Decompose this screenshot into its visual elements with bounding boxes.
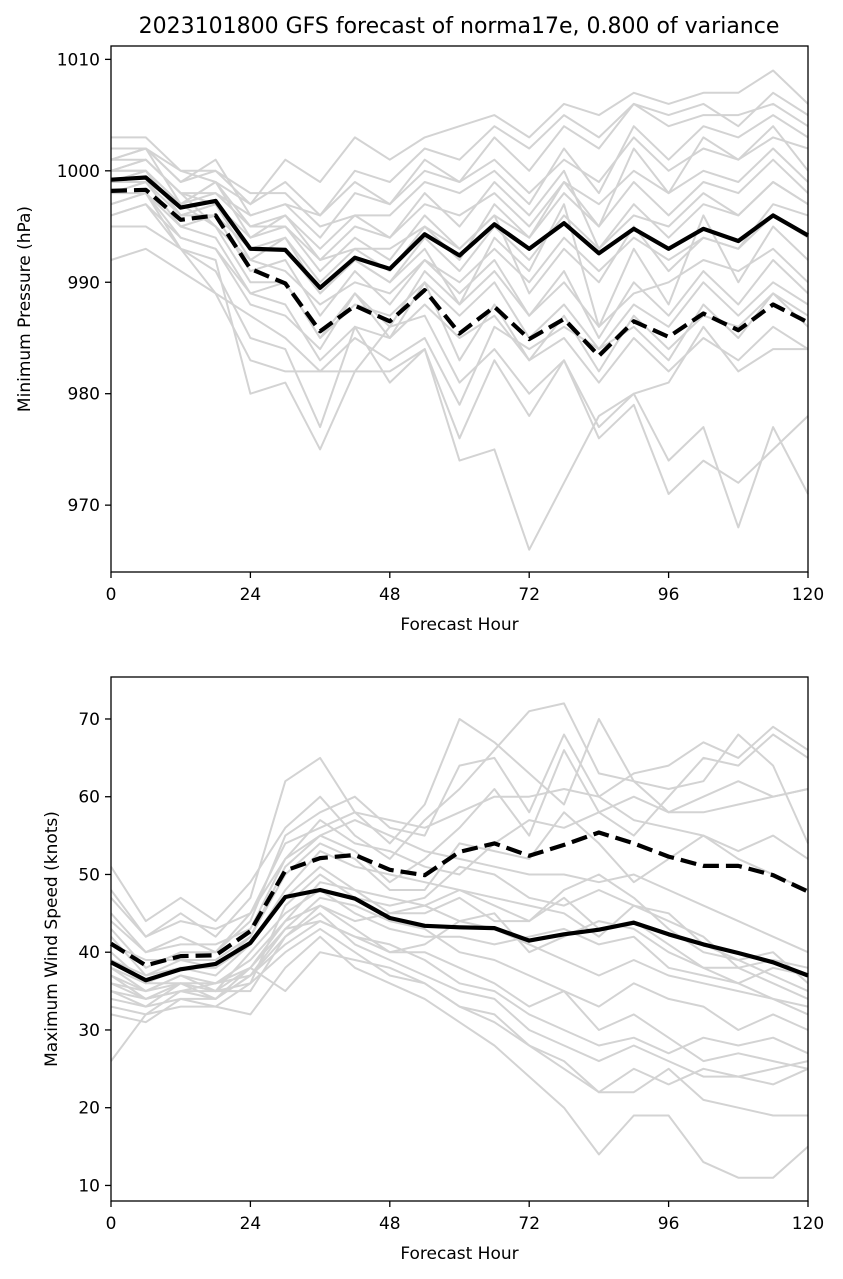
pressure-solid-line — [110, 175, 810, 290]
pressure-ensemble-line-6 — [110, 181, 809, 373]
wind-y-tick-label: 40 — [78, 943, 100, 963]
pressure-ensemble-line-13 — [111, 114, 809, 228]
wind-ensemble-line-17 — [110, 819, 809, 961]
pressure-ensemble-members — [110, 69, 809, 551]
pressure-y-tick-label: 1010 — [57, 50, 100, 70]
pressure-ensemble-line-8 — [111, 225, 809, 406]
wind-main-series — [109, 830, 809, 983]
wind-y-tick-label: 50 — [78, 865, 100, 885]
pressure-dashed-line — [110, 187, 809, 358]
pressure-x-tick-label: 24 — [240, 585, 262, 605]
pressure-ensemble-line-5 — [110, 169, 809, 351]
wind-ensemble-members — [110, 702, 809, 1179]
pressure-x-tick-label: 96 — [658, 585, 680, 605]
pressure-ensemble-line-1 — [111, 69, 809, 206]
chart-title: 2023101800 GFS forecast of norma17e, 0.8… — [139, 14, 780, 39]
pressure-ensemble-line-18 — [110, 102, 809, 217]
wind-x-axis-label: Forecast Hour — [400, 1244, 518, 1264]
wind-ensemble-line-18 — [110, 788, 809, 954]
pressure-x-tick-label: 0 — [106, 585, 117, 605]
pressure-main-series — [110, 175, 810, 358]
wind-x-tick-label: 48 — [379, 1214, 401, 1234]
pressure-ensemble-line-7 — [110, 192, 808, 440]
pressure-ensemble-line-22 — [110, 203, 809, 339]
pressure-x-tick-label: 120 — [792, 585, 824, 605]
wind-y-tick-label: 70 — [78, 710, 100, 730]
pressure-y-tick-label: 980 — [68, 385, 100, 405]
pressure-axes: 0 24 48 72 96 120 970 980 990 1000 1010 — [57, 50, 824, 605]
wind-x-tick-label: 0 — [106, 1214, 117, 1234]
pressure-ensemble-line-10 — [110, 247, 809, 495]
wind-x-tick-label: 96 — [658, 1214, 680, 1234]
wind-ensemble-line-21 — [110, 873, 809, 1000]
wind-y-tick-label: 60 — [78, 788, 100, 808]
wind-ensemble-line-22 — [110, 912, 809, 993]
wind-ensemble-line-3 — [110, 725, 809, 954]
pressure-x-tick-label: 72 — [518, 585, 540, 605]
wind-y-tick-label: 20 — [78, 1099, 100, 1119]
pressure-y-axis-label: Minimum Pressure (hPa) — [15, 206, 35, 412]
wind-ensemble-line-11 — [110, 935, 809, 1179]
pressure-ensemble-line-20 — [110, 169, 809, 295]
wind-y-tick-label: 10 — [78, 1176, 100, 1196]
wind-ensemble-line-19 — [110, 788, 809, 938]
wind-solid-line — [110, 887, 809, 983]
pressure-ensemble-line-3 — [111, 147, 809, 261]
wind-ensemble-line-12 — [110, 951, 809, 1094]
pressure-ensemble-line-19 — [111, 192, 809, 339]
wind-x-tick-label: 24 — [240, 1214, 262, 1234]
wind-y-axis-label: Maximum Wind Speed (knots) — [42, 811, 62, 1067]
pressure-y-tick-label: 970 — [68, 496, 100, 516]
wind-panel: 0 24 48 72 96 120 10 20 30 40 50 60 70 Forecast Hour… — [42, 676, 824, 1264]
wind-x-tick-label: 72 — [518, 1214, 540, 1234]
pressure-x-tick-label: 48 — [379, 585, 401, 605]
pressure-plot-frame — [110, 45, 809, 573]
pressure-ensemble-line-9 — [110, 203, 809, 551]
pressure-panel: 0 24 48 72 96 120 970 980 990 1000 1010 Forecast H… — [15, 45, 824, 635]
wind-ensemble-line-6 — [110, 865, 809, 985]
wind-axes: 0 24 48 72 96 120 10 20 30 40 50 60 70 — [78, 710, 824, 1234]
wind-plot-frame — [110, 676, 809, 1202]
wind-y-tick-label: 30 — [78, 1021, 100, 1041]
wind-x-tick-label: 120 — [792, 1214, 824, 1234]
pressure-ensemble-line-16 — [110, 192, 809, 384]
wind-dashed-line — [109, 830, 809, 968]
pressure-ensemble-line-17 — [111, 91, 809, 239]
pressure-x-axis-label: Forecast Hour — [400, 615, 518, 635]
pressure-y-tick-label: 1000 — [57, 162, 100, 182]
pressure-y-tick-label: 990 — [68, 273, 100, 293]
wind-ensemble-line-14 — [110, 896, 809, 1031]
wind-ensemble-line-1 — [110, 702, 809, 923]
wind-ensemble-line-20 — [110, 865, 809, 1000]
